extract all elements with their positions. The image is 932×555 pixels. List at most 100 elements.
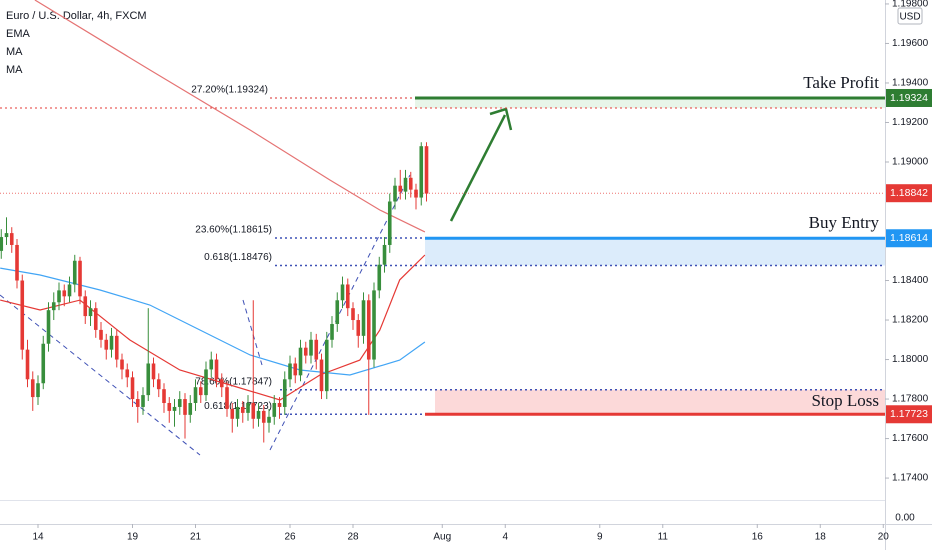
y-tick-label: 1.17600 — [892, 433, 929, 444]
price-label: 1.19324 — [890, 92, 928, 104]
moving-average — [0, 267, 426, 376]
candle-body — [146, 363, 151, 396]
candle-body — [419, 146, 424, 198]
price-label-box — [886, 405, 932, 424]
x-tick-label: 16 — [752, 532, 764, 543]
currency: USD — [899, 12, 920, 23]
candle-body — [261, 410, 266, 423]
moving-average — [0, 254, 426, 401]
candle-body — [377, 264, 382, 291]
legend-item: MA — [6, 64, 23, 76]
x-tick-label: 14 — [32, 532, 44, 543]
zone-fill — [435, 389, 885, 415]
fib-label: 0.618(1.18476) — [204, 252, 272, 263]
candle-body — [277, 403, 282, 407]
candle-body — [361, 300, 366, 336]
candle-body — [72, 260, 77, 285]
candle-body — [282, 379, 287, 407]
moving-average — [34, 0, 426, 233]
legend-item: MA — [6, 46, 23, 58]
y-tick-label: 1.19200 — [892, 117, 929, 128]
zone-title: Stop Loss — [811, 391, 879, 410]
candle-body — [125, 369, 130, 378]
y-tick-label: 1.19000 — [892, 157, 929, 168]
y-tick-label: 1.18200 — [892, 315, 929, 326]
x-tick-label: 4 — [502, 532, 508, 543]
fib-label: 78.60%(1.17847) — [195, 376, 272, 387]
candle-body — [240, 406, 245, 413]
candle-body — [88, 308, 93, 317]
candle-body — [309, 339, 313, 356]
currency-box[interactable] — [897, 7, 923, 25]
candle-body — [30, 379, 35, 398]
candle-body — [293, 363, 298, 376]
price-label-box — [886, 88, 932, 107]
candle-body — [267, 416, 271, 423]
candle-body — [246, 403, 250, 413]
y-tick-label: 1.18400 — [892, 275, 929, 286]
price-label-box — [886, 229, 932, 248]
corner-label: 0.00 — [895, 513, 915, 524]
chart-title: Euro / U.S. Dollar, 4h, FXCM — [6, 10, 147, 22]
candle-body — [324, 339, 329, 392]
x-tick-label: 19 — [127, 532, 139, 543]
x-tick-label: 21 — [190, 532, 202, 543]
candle-body — [303, 347, 308, 356]
candle-body — [78, 260, 82, 297]
candle-body — [162, 389, 166, 404]
candle-body — [135, 399, 140, 407]
x-tick-label: 26 — [284, 532, 296, 543]
candle-body — [172, 406, 177, 411]
fib-label: 23.60%(1.18615) — [195, 225, 272, 236]
candle-body — [167, 403, 172, 411]
candle-body — [188, 403, 193, 415]
candle-body — [120, 359, 124, 370]
trend-lines — [0, 174, 411, 456]
arrow — [449, 107, 513, 222]
x-tick-label: 20 — [878, 532, 890, 543]
candle-body — [156, 379, 161, 390]
y-tick-label: 1.18000 — [892, 354, 929, 365]
candle-body — [351, 308, 355, 321]
candle-body — [398, 185, 403, 192]
candle-body — [209, 359, 214, 370]
candle-body — [340, 284, 345, 301]
arrow-head — [489, 107, 513, 131]
candle-body — [130, 377, 135, 400]
candle-body — [204, 369, 208, 396]
candle-body — [372, 290, 376, 360]
candle-body — [141, 395, 145, 407]
candle-body — [225, 387, 229, 409]
zone-title: Take Profit — [803, 73, 879, 92]
candle-body — [193, 387, 198, 404]
candle-body — [335, 300, 340, 324]
candle-body — [214, 359, 219, 380]
x-tick-label: 11 — [658, 532, 669, 543]
candle-body — [183, 399, 187, 415]
y-tick-label: 1.17800 — [892, 394, 929, 405]
trend-line — [269, 174, 411, 451]
candle-body — [387, 201, 392, 245]
candle-body — [20, 280, 25, 350]
zone-title: Buy Entry — [809, 213, 880, 232]
candle-body — [9, 233, 14, 245]
legend-item: EMA — [6, 28, 31, 40]
candle-body — [424, 146, 429, 194]
candle-body — [393, 185, 397, 202]
candle-body — [151, 363, 156, 380]
candle-body — [0, 237, 4, 251]
candle-body — [177, 399, 182, 407]
trend-line — [242, 299, 263, 366]
candle-body — [219, 379, 224, 388]
candle-body — [330, 323, 334, 340]
candle-body — [62, 290, 67, 297]
candle-body — [104, 339, 109, 350]
candle-body — [15, 244, 19, 281]
candle-body — [345, 284, 350, 309]
candle-body — [356, 320, 361, 336]
candle-body — [109, 335, 114, 350]
candle-body — [93, 308, 98, 330]
candle-body — [36, 383, 40, 398]
price-label: 1.18614 — [890, 232, 928, 244]
